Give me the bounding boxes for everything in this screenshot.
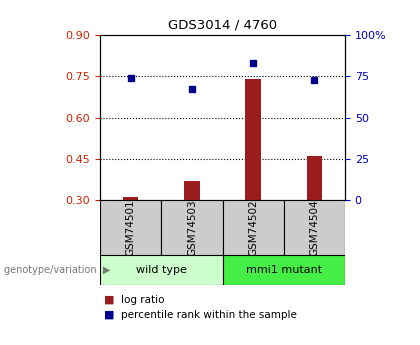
Bar — [161, 200, 223, 255]
Title: GDS3014 / 4760: GDS3014 / 4760 — [168, 18, 277, 31]
Bar — [245, 79, 261, 200]
Bar — [223, 255, 345, 285]
Text: GSM74504: GSM74504 — [310, 199, 319, 256]
Bar — [223, 200, 284, 255]
Text: wild type: wild type — [136, 265, 186, 275]
Text: GSM74502: GSM74502 — [248, 199, 258, 256]
Text: genotype/variation  ▶: genotype/variation ▶ — [4, 265, 110, 275]
Bar — [100, 200, 161, 255]
Text: ■: ■ — [104, 310, 115, 320]
Text: ■: ■ — [104, 295, 115, 305]
Text: mmi1 mutant: mmi1 mutant — [246, 265, 322, 275]
Bar — [100, 255, 223, 285]
Bar — [307, 156, 322, 200]
Text: GSM74503: GSM74503 — [187, 199, 197, 256]
Bar — [184, 181, 200, 200]
Bar — [123, 197, 138, 200]
Text: GSM74501: GSM74501 — [126, 199, 136, 256]
Bar — [284, 200, 345, 255]
Text: percentile rank within the sample: percentile rank within the sample — [121, 310, 297, 320]
Text: log ratio: log ratio — [121, 295, 165, 305]
